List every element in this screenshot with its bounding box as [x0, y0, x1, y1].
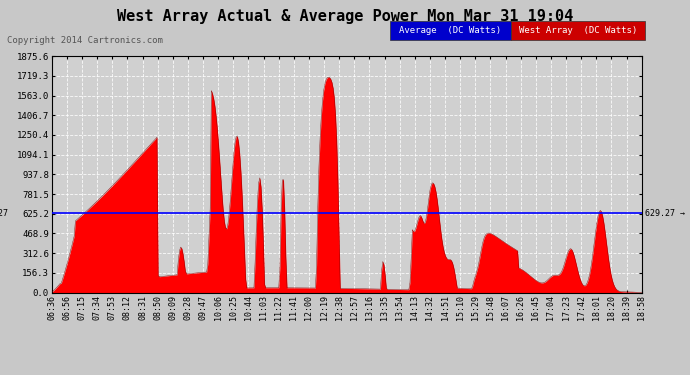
Text: ← 629.27: ← 629.27: [0, 209, 8, 218]
Text: West Array  (DC Watts): West Array (DC Watts): [519, 26, 637, 35]
Text: Copyright 2014 Cartronics.com: Copyright 2014 Cartronics.com: [7, 36, 163, 45]
Text: Average  (DC Watts): Average (DC Watts): [399, 26, 502, 35]
Text: West Array Actual & Average Power Mon Mar 31 19:04: West Array Actual & Average Power Mon Ma…: [117, 9, 573, 24]
Text: 629.27 →: 629.27 →: [644, 209, 684, 218]
